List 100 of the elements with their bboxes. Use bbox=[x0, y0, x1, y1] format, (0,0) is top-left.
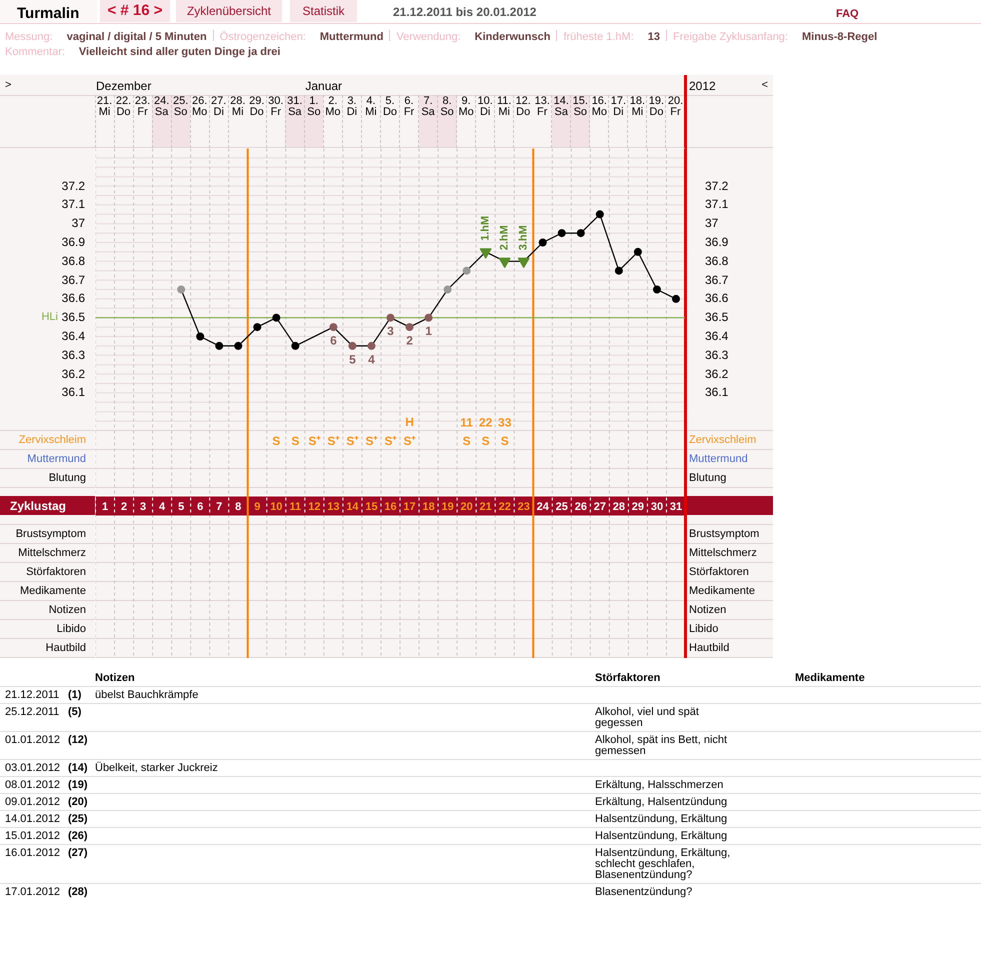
annotation: 3 bbox=[387, 324, 394, 338]
x-tick-label: 22 bbox=[478, 416, 493, 430]
text: S bbox=[500, 434, 509, 448]
y2-tick-label: (5) bbox=[67, 705, 82, 720]
x-tick-label: H bbox=[405, 415, 414, 429]
x-tick-label: 22 bbox=[498, 501, 511, 513]
text: Muttermund bbox=[320, 31, 384, 43]
text: < # 16 > bbox=[100, 0, 170, 22]
y-tick-label: Medikamente bbox=[689, 584, 756, 598]
point bbox=[196, 332, 204, 340]
text: Verwendung: bbox=[396, 31, 461, 43]
y-tick-label: Zervixschleim bbox=[689, 432, 756, 448]
point bbox=[652, 286, 661, 294]
y2-tick-label: (28) bbox=[67, 885, 89, 900]
x2-tick-label: 30. Fr bbox=[267, 95, 284, 118]
point bbox=[614, 266, 623, 275]
y-tick-label: 36.9 bbox=[62, 234, 85, 250]
annotation: 1.hM bbox=[480, 216, 492, 241]
y-tick-label: 36.2 bbox=[62, 366, 85, 382]
point bbox=[329, 323, 338, 332]
annotation: 2.hM bbox=[498, 225, 511, 250]
y-tick-label: Notizen bbox=[689, 602, 726, 618]
x-tick-label: 2 bbox=[120, 501, 128, 513]
text: Turmalin bbox=[17, 4, 80, 24]
x-tick-label: 4 bbox=[159, 501, 166, 513]
y2-tick-label: (27) bbox=[67, 846, 89, 861]
y-tick-label: Blutung bbox=[689, 470, 726, 486]
point bbox=[538, 238, 547, 246]
text: Vielleicht sind aller guten Dinge ja drei bbox=[78, 46, 280, 58]
x-tick-label: 6 bbox=[197, 501, 204, 513]
y-tick-label: 36.8 bbox=[62, 252, 85, 269]
x-tick-label: 18 bbox=[422, 501, 435, 513]
x-tick-label: 14 bbox=[346, 501, 360, 513]
x-tick-label: 9 bbox=[254, 501, 260, 513]
text: S bbox=[291, 434, 300, 448]
x2-tick-label: 4. Mi bbox=[364, 95, 378, 118]
x-tick-label: 19 bbox=[441, 501, 454, 513]
y2-tick-label: (12) bbox=[67, 733, 89, 748]
x-tick-label: 33 bbox=[498, 416, 512, 430]
point bbox=[272, 314, 280, 322]
x2-tick-label: 8. So bbox=[439, 95, 455, 118]
text: Alkohol, spät ins Bett, nicht gemessen bbox=[595, 734, 728, 757]
x-tick-label: 31 bbox=[670, 501, 682, 513]
x-tick-label: 30 bbox=[650, 501, 664, 513]
y-tick-label: 36.4 bbox=[62, 328, 85, 344]
text: Kommentar: bbox=[5, 46, 65, 58]
x2-tick-label: 15. So bbox=[572, 95, 589, 118]
point bbox=[234, 342, 242, 350]
y2-tick-label: (19) bbox=[67, 778, 89, 793]
text: S⁺ bbox=[346, 434, 358, 448]
text: Freigabe Zyklusanfang: bbox=[673, 31, 788, 43]
text: Übelkeit, starker Juckreiz bbox=[95, 762, 218, 774]
point bbox=[444, 286, 452, 294]
x-tick-label: 13 bbox=[327, 501, 340, 513]
point bbox=[215, 342, 224, 350]
text: Alkohol, viel und spät gegessen bbox=[595, 706, 699, 729]
x2-tick-label: 24. Sa bbox=[152, 95, 170, 118]
x2-tick-label: 7. Sa bbox=[420, 95, 436, 118]
y-tick-label: 03.01.2012 bbox=[4, 761, 62, 776]
text: Halsentzündung, Erkältung bbox=[595, 830, 728, 842]
y-tick-label: 36.3 bbox=[62, 346, 85, 363]
text: S bbox=[482, 434, 490, 448]
x2-tick-label: 18. Mi bbox=[628, 95, 646, 118]
x2-tick-label: 17. Di bbox=[610, 95, 628, 118]
point bbox=[634, 248, 642, 256]
y-tick-label: 37 bbox=[72, 215, 85, 232]
x-tick-label: Medikamente bbox=[795, 672, 866, 686]
x-tick-label: 24 bbox=[536, 501, 550, 513]
x2-tick-label: 16. Mo bbox=[590, 95, 608, 118]
y-tick-label: Hautbild bbox=[689, 640, 730, 656]
text: S⁺ bbox=[308, 434, 320, 448]
y-tick-label: 09.01.2012 bbox=[4, 795, 62, 810]
point bbox=[367, 342, 376, 350]
text: Östrogenzeichen: bbox=[220, 31, 306, 43]
x-tick-label: 5 bbox=[178, 501, 184, 513]
x-tick-label: 10 bbox=[270, 501, 282, 513]
text: Halsentzündung, Erkältung, schlecht geschlafen, Blasenentzündung? bbox=[595, 847, 730, 881]
x2-tick-label: 6. Fr bbox=[402, 95, 416, 118]
point bbox=[558, 229, 566, 238]
y-tick-label: 37.1 bbox=[62, 196, 85, 212]
text: Erkältung, Halsschmerzen bbox=[595, 779, 724, 791]
x-tick-label: 11 bbox=[460, 416, 474, 430]
y-tick-label: Libido bbox=[689, 622, 718, 636]
point bbox=[291, 342, 300, 350]
y2-tick-label: (26) bbox=[67, 829, 89, 844]
annotation: 4 bbox=[368, 352, 376, 366]
x-tick-label: 15 bbox=[365, 501, 378, 513]
x2-tick-label: 5. Do bbox=[382, 95, 398, 118]
x2-tick-label: 2. Mo bbox=[324, 95, 342, 118]
x-tick-label: 11 bbox=[290, 501, 302, 513]
x2-tick-label: 20. Fr bbox=[666, 95, 684, 118]
y-tick-label: Brustsymptom bbox=[689, 526, 760, 542]
y-tick-label: Muttermund bbox=[689, 452, 748, 466]
x2-tick-label: 28. Mi bbox=[229, 95, 246, 118]
y2-tick-label: (20) bbox=[67, 795, 89, 810]
x-axis-title: Zyklustag bbox=[10, 498, 66, 514]
x-tick-label: 21 bbox=[480, 501, 492, 513]
x2-tick-label: 29. Do bbox=[248, 95, 266, 118]
annotation: 1 bbox=[425, 324, 432, 338]
y-tick-label: 36.6 bbox=[62, 290, 85, 306]
